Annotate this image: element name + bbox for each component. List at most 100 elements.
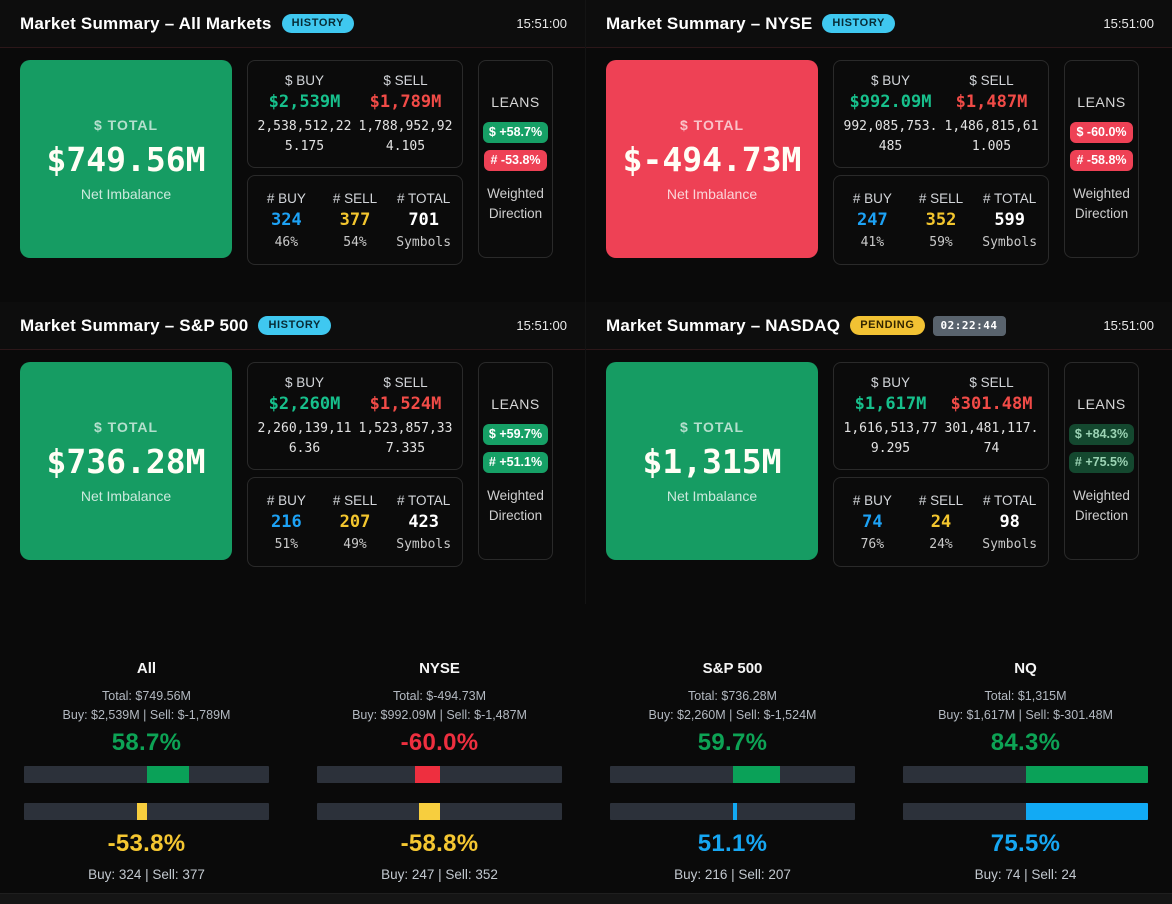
count-sell-cell: # SELL 207 49%: [321, 493, 390, 552]
dollar-lean-gauge: [903, 766, 1148, 783]
summary-column-all: All Total: $749.56M Buy: $2,539M | Sell:…: [0, 652, 293, 882]
leans-title: LEANS: [491, 395, 540, 412]
status-badge-pending: PENDING: [850, 316, 925, 335]
count-box: # BUY 216 51% # SELL 207 49% # TOTAL 423…: [247, 477, 463, 567]
summary-total-line: Total: $1,315M: [984, 689, 1067, 703]
net-imbalance-label: Net Imbalance: [666, 185, 758, 202]
count-buy-value: 247: [856, 209, 888, 230]
panel-title: Market Summary – NYSE: [606, 13, 813, 33]
weighted-direction-label: Weighted Direction: [487, 487, 544, 523]
count-buy-label: # BUY: [266, 492, 306, 508]
summary-total-line: Total: $749.56M: [102, 689, 191, 703]
dollar-buy-sell-box: $ BUY $1,617M 1,616,513,779.295 $ SELL $…: [833, 362, 1049, 470]
dollar-buy-value: $2,260M: [268, 394, 341, 414]
weighted-direction-label: Weighted Direction: [1073, 185, 1130, 221]
gauge-fill: [1025, 766, 1148, 783]
net-imbalance-card: $ TOTAL $1,315M Net Imbalance: [606, 362, 818, 560]
count-sell-value: 377: [339, 209, 371, 230]
leans-title: LEANS: [1077, 93, 1126, 110]
count-lean-gauge: [903, 803, 1148, 820]
net-imbalance-label: Net Imbalance: [80, 487, 172, 504]
dollar-buy-value: $992.09M: [849, 92, 932, 112]
dollar-lean-percent: 59.7%: [697, 729, 768, 756]
dollar-sell-label: $ SELL: [383, 375, 428, 390]
count-sell-pct: 24%: [929, 536, 953, 552]
count-sell-cell: # SELL 377 54%: [321, 191, 390, 250]
summary-counts-line: Buy: 247 | Sell: 352: [381, 867, 498, 882]
leans-title: LEANS: [1077, 395, 1126, 412]
summary-market-name: All: [136, 660, 157, 677]
dollar-buy-label: $ BUY: [870, 73, 911, 88]
panel-nyse: Market Summary – NYSE HISTORY 15:51:00 $…: [586, 0, 1172, 302]
count-total-label: # TOTAL: [983, 190, 1037, 206]
total-label: $ TOTAL: [679, 418, 745, 435]
count-sell-value: 24: [930, 511, 952, 532]
count-buy-value: 216: [270, 511, 302, 532]
count-total-cell: # TOTAL 423 Symbols: [389, 493, 458, 552]
count-box: # BUY 247 41% # SELL 352 59% # TOTAL 599…: [833, 175, 1049, 265]
dollar-lean-pill: $ +58.7%: [482, 121, 549, 143]
dollar-buy-cell: $ BUY $1,617M 1,616,513,779.295: [840, 375, 941, 463]
dollar-lean-percent: 58.7%: [111, 729, 182, 756]
dollar-sell-cell: $ SELL $1,487M 1,486,815,611.005: [941, 73, 1042, 161]
dollar-lean-gauge: [610, 766, 855, 783]
dollar-sell-raw: 301,481,117.74: [944, 421, 1039, 456]
count-lean-pill: # -53.8%: [484, 149, 547, 171]
weighted-direction-label: Weighted Direction: [1073, 487, 1130, 523]
dollar-sell-cell: $ SELL $1,789M 1,788,952,924.105: [355, 73, 456, 161]
dollar-buy-sell-box: $ BUY $2,539M 2,538,512,225.175 $ SELL $…: [247, 60, 463, 168]
count-buy-pct: 46%: [274, 234, 299, 250]
count-buy-cell: # BUY 74 76%: [838, 493, 907, 552]
dollar-sell-value: $1,789M: [369, 92, 442, 112]
dollar-buy-label: $ BUY: [284, 73, 325, 88]
dollar-lean-gauge: [317, 766, 562, 783]
summary-column-nq: NQ Total: $1,315M Buy: $1,617M | Sell: $…: [879, 652, 1172, 882]
panel-title: Market Summary – NASDAQ: [606, 315, 841, 335]
count-buy-cell: # BUY 247 41%: [838, 191, 907, 250]
panel-title: Market Summary – S&P 500: [20, 315, 249, 335]
dollar-buy-cell: $ BUY $992.09M 992,085,753.485: [840, 73, 941, 161]
count-buy-pct: 76%: [860, 536, 885, 552]
total-label: $ TOTAL: [93, 418, 159, 435]
total-value: $1,315M: [642, 441, 782, 481]
count-total-sub: Symbols: [982, 536, 1038, 552]
summary-total-line: Total: $-494.73M: [392, 689, 487, 703]
count-sell-cell: # SELL 24 24%: [907, 493, 976, 552]
summary-buy-sell-line: Buy: $992.09M | Sell: $-1,487M: [352, 708, 527, 722]
count-buy-cell: # BUY 216 51%: [252, 493, 321, 552]
count-buy-label: # BUY: [852, 190, 892, 206]
dollar-lean-pill: $ +59.7%: [482, 423, 549, 445]
count-lean-pill: # -58.8%: [1070, 149, 1133, 171]
total-value: $736.28M: [46, 441, 206, 481]
count-sell-pct: 59%: [929, 234, 953, 250]
dollar-lean-pill: $ +84.3%: [1068, 423, 1135, 445]
count-sell-cell: # SELL 352 59%: [907, 191, 976, 250]
count-sell-label: # SELL: [332, 492, 378, 508]
net-imbalance-card: $ TOTAL $736.28M Net Imbalance: [20, 362, 232, 560]
panel-title: Market Summary – All Markets: [20, 13, 272, 33]
total-label: $ TOTAL: [93, 116, 159, 133]
net-imbalance-card: $ TOTAL $-494.73M Net Imbalance: [606, 60, 818, 258]
dollar-lean-percent: -60.0%: [400, 729, 479, 756]
summary-counts-line: Buy: 324 | Sell: 377: [88, 867, 205, 882]
dollar-lean-gauge: [24, 766, 269, 783]
leans-box: LEANS $ +84.3% # +75.5% Weighted Directi…: [1064, 362, 1139, 560]
total-value: $749.56M: [46, 139, 206, 179]
count-sell-pct: 49%: [343, 536, 367, 552]
panel-body: $ TOTAL $-494.73M Net Imbalance $ BUY $9…: [586, 48, 1172, 265]
panel-mid-column: $ BUY $992.09M 992,085,753.485 $ SELL $1…: [833, 60, 1049, 265]
count-buy-label: # BUY: [852, 492, 892, 508]
summary-total-line: Total: $736.28M: [688, 689, 777, 703]
summary-buy-sell-line: Buy: $2,260M | Sell: $-1,524M: [648, 708, 817, 722]
dollar-buy-sell-box: $ BUY $992.09M 992,085,753.485 $ SELL $1…: [833, 60, 1049, 168]
count-total-sub: Symbols: [396, 234, 452, 250]
panel-time: 15:51:00: [1103, 16, 1154, 31]
dollar-buy-raw: 2,260,139,116.36: [257, 421, 352, 456]
net-imbalance-label: Net Imbalance: [80, 185, 172, 202]
count-total-value: 701: [408, 209, 440, 230]
count-buy-pct: 41%: [860, 234, 885, 250]
dollar-sell-value: $1,487M: [955, 92, 1028, 112]
dollar-buy-label: $ BUY: [870, 375, 911, 390]
panel-time: 15:51:00: [516, 318, 567, 333]
gauge-fill: [137, 803, 147, 820]
